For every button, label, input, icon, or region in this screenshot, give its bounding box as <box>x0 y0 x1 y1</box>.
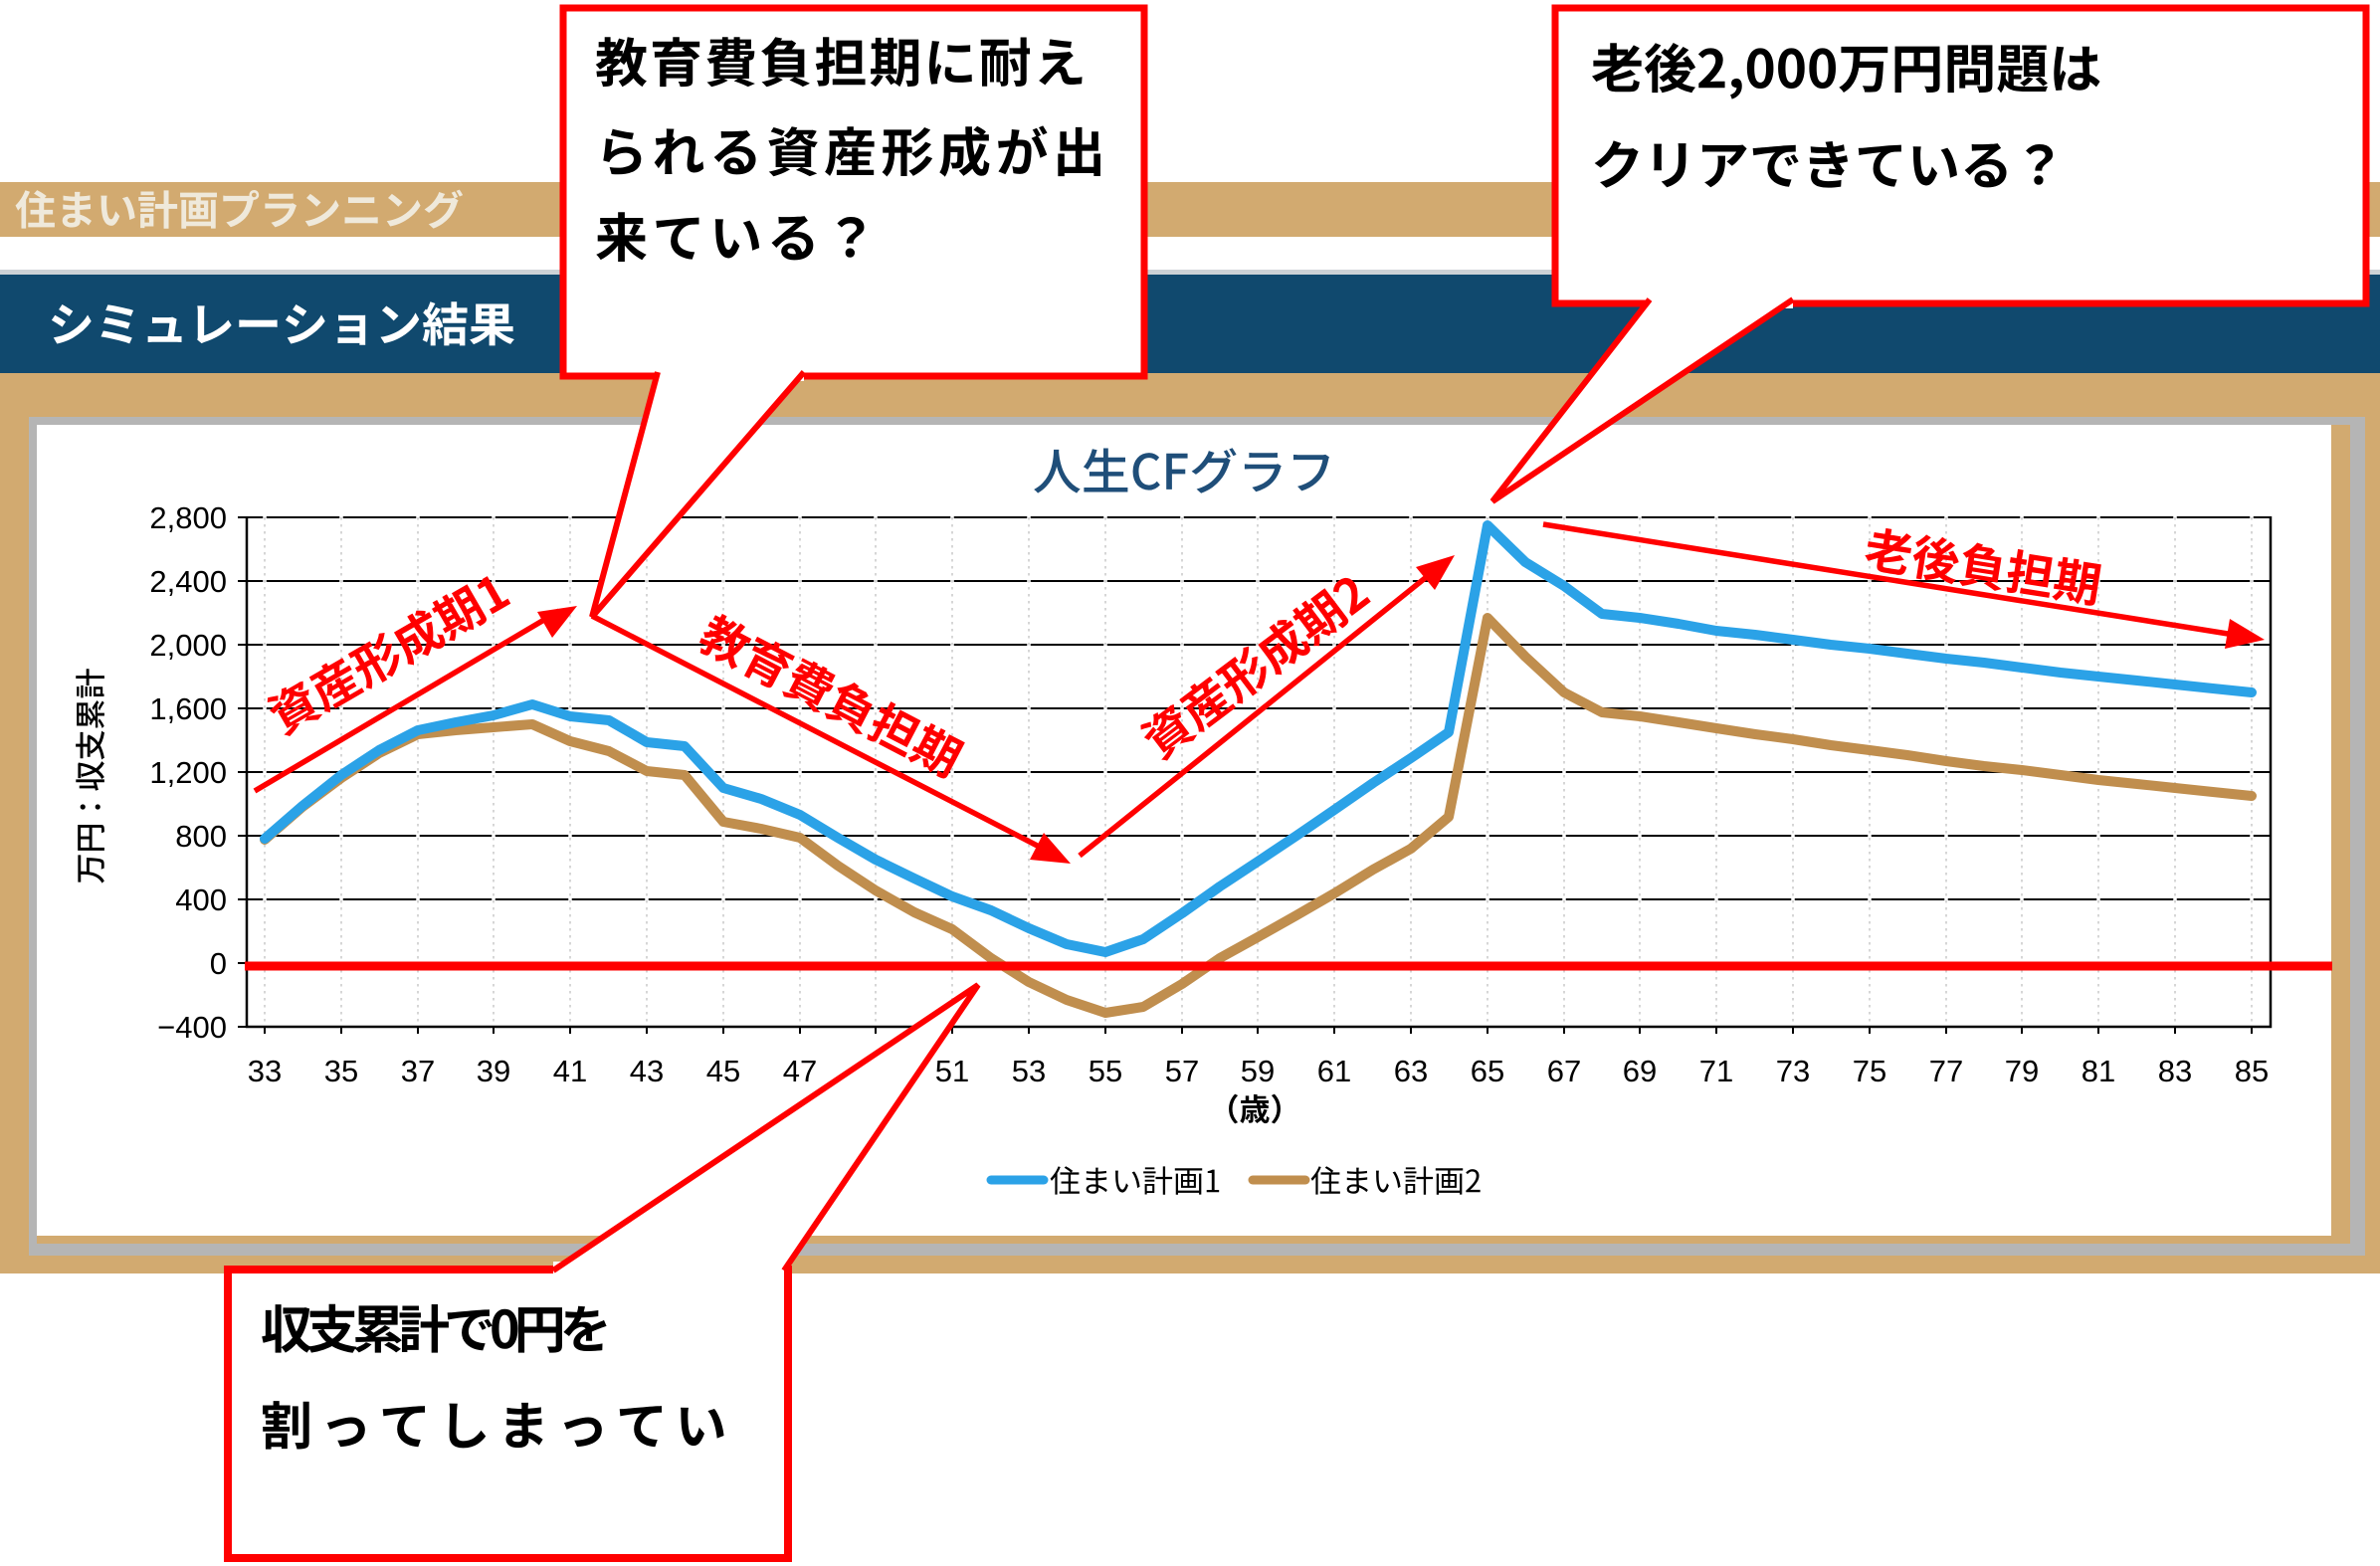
svg-text:2,000: 2,000 <box>149 628 227 663</box>
svg-text:400: 400 <box>175 882 227 917</box>
svg-text:69: 69 <box>1623 1054 1657 1088</box>
svg-text:71: 71 <box>1699 1054 1733 1088</box>
svg-text:2,800: 2,800 <box>149 500 227 535</box>
svg-text:51: 51 <box>935 1054 969 1088</box>
svg-text:77: 77 <box>1929 1054 1963 1088</box>
svg-text:800: 800 <box>175 819 227 854</box>
svg-text:79: 79 <box>2005 1054 2039 1088</box>
svg-text:65: 65 <box>1471 1054 1504 1088</box>
svg-text:47: 47 <box>783 1054 817 1088</box>
svg-text:53: 53 <box>1012 1054 1046 1088</box>
svg-text:83: 83 <box>2158 1054 2192 1088</box>
svg-text:73: 73 <box>1776 1054 1810 1088</box>
svg-text:1,600: 1,600 <box>149 691 227 726</box>
svg-text:81: 81 <box>2082 1054 2115 1088</box>
svg-text:57: 57 <box>1165 1054 1199 1088</box>
svg-text:67: 67 <box>1547 1054 1581 1088</box>
svg-text:45: 45 <box>706 1054 740 1088</box>
svg-text:85: 85 <box>2235 1054 2269 1088</box>
svg-text:1,200: 1,200 <box>149 755 227 790</box>
svg-text:55: 55 <box>1089 1054 1122 1088</box>
svg-text:75: 75 <box>1853 1054 1886 1088</box>
svg-text:63: 63 <box>1394 1054 1428 1088</box>
svg-text:37: 37 <box>401 1054 435 1088</box>
svg-text:41: 41 <box>553 1054 587 1088</box>
svg-text:59: 59 <box>1241 1054 1275 1088</box>
svg-text:33: 33 <box>248 1054 282 1088</box>
svg-text:0: 0 <box>210 946 227 981</box>
svg-text:−400: −400 <box>157 1010 227 1045</box>
svg-text:39: 39 <box>477 1054 510 1088</box>
svg-text:61: 61 <box>1317 1054 1351 1088</box>
svg-text:2,400: 2,400 <box>149 564 227 599</box>
svg-text:35: 35 <box>324 1054 358 1088</box>
svg-text:43: 43 <box>630 1054 664 1088</box>
